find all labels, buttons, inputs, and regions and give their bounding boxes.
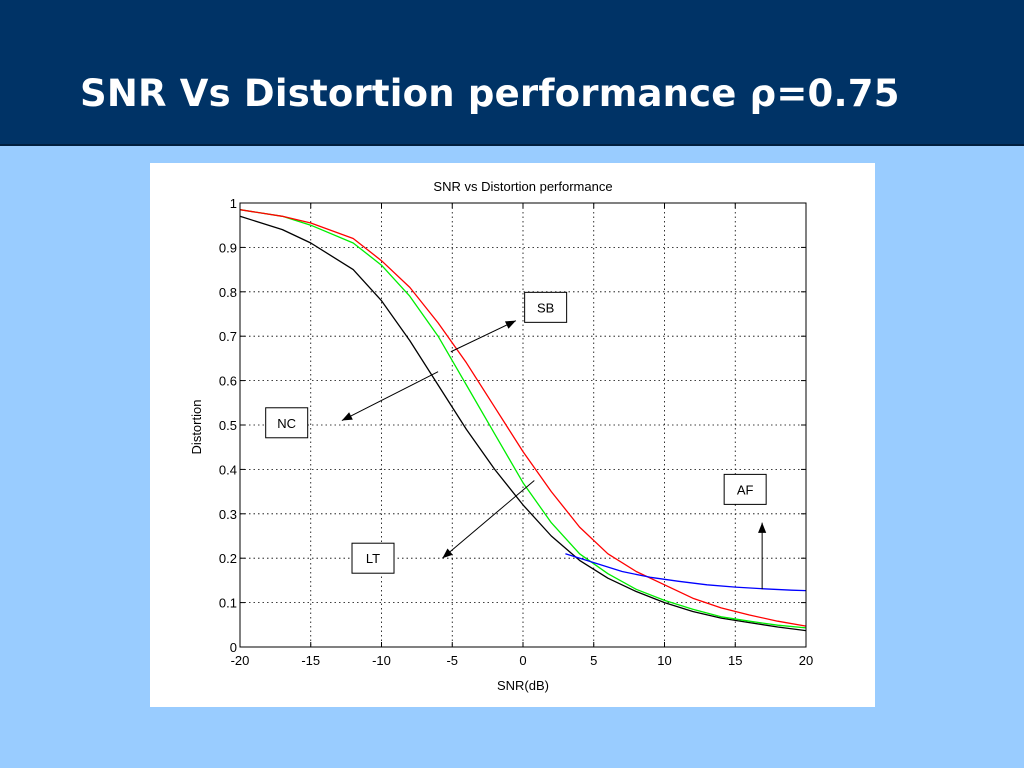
- label-box-af: [723, 473, 767, 505]
- plot-panel: SNR vs Distortion performance SNR(dB) Di…: [150, 163, 875, 707]
- label-box-sb: [524, 291, 568, 323]
- y-axis-label: Distortion: [189, 400, 204, 455]
- series-line-0: [239, 215, 807, 632]
- label-lt: LT: [366, 551, 380, 566]
- x-tick-label: 0: [519, 653, 526, 668]
- arrow-lt: [442, 480, 535, 559]
- x-tick-label: -10: [372, 653, 391, 668]
- x-tick-label: 5: [590, 653, 597, 668]
- tick-layer: -20 -15 -10 -5 0 5 10 15 20 0 0.1 0.2 0.3 0.4 0.5 0.6 0.…: [219, 196, 813, 668]
- label-af: AF: [737, 482, 754, 497]
- x-tick-label: 15: [728, 653, 742, 668]
- x-axis-label: SNR(dB): [497, 678, 549, 693]
- slide-title: SNR Vs Distortion performance ρ=0.75: [80, 72, 900, 115]
- arrowhead-sb: [504, 320, 516, 329]
- label-nc: NC: [277, 416, 296, 431]
- chart-title: SNR vs Distortion performance: [433, 179, 612, 194]
- annotation-layer: SB NC LT AF: [265, 291, 767, 590]
- y-tick-label: 0.3: [219, 507, 237, 522]
- series-line-2: [239, 209, 807, 627]
- arrowhead-lt: [442, 548, 453, 559]
- arrow-sb: [450, 320, 517, 353]
- y-tick-label: 0.9: [219, 240, 237, 255]
- y-tick-label: 0: [230, 640, 237, 655]
- x-tick-label: -15: [301, 653, 320, 668]
- y-tick-label: 0.1: [219, 596, 237, 611]
- y-tick-label: 0.8: [219, 285, 237, 300]
- distortion-chart: SNR vs Distortion performance SNR(dB) Di…: [150, 163, 875, 707]
- y-tick-label: 0.5: [219, 418, 237, 433]
- y-tick-label: 1: [230, 196, 237, 211]
- x-tick-label: 10: [657, 653, 671, 668]
- x-tick-label: -20: [231, 653, 250, 668]
- arrowhead-af: [758, 522, 767, 533]
- series-line-1: [239, 209, 807, 629]
- arrowhead-nc: [341, 412, 353, 421]
- label-box-lt: [351, 542, 395, 574]
- x-tick-label: 20: [799, 653, 813, 668]
- label-box-nc: [265, 407, 309, 439]
- y-tick-label: 0.6: [219, 374, 237, 389]
- y-tick-label: 0.7: [219, 329, 237, 344]
- y-tick-label: 0.4: [219, 462, 237, 477]
- arrow-nc: [341, 371, 439, 422]
- series-layer: [239, 209, 807, 632]
- y-tick-label: 0.2: [219, 551, 237, 566]
- label-sb: SB: [537, 300, 554, 315]
- x-tick-label: -5: [446, 653, 458, 668]
- slide-header: SNR Vs Distortion performance ρ=0.75: [0, 0, 1024, 146]
- series-line-3: [565, 553, 807, 592]
